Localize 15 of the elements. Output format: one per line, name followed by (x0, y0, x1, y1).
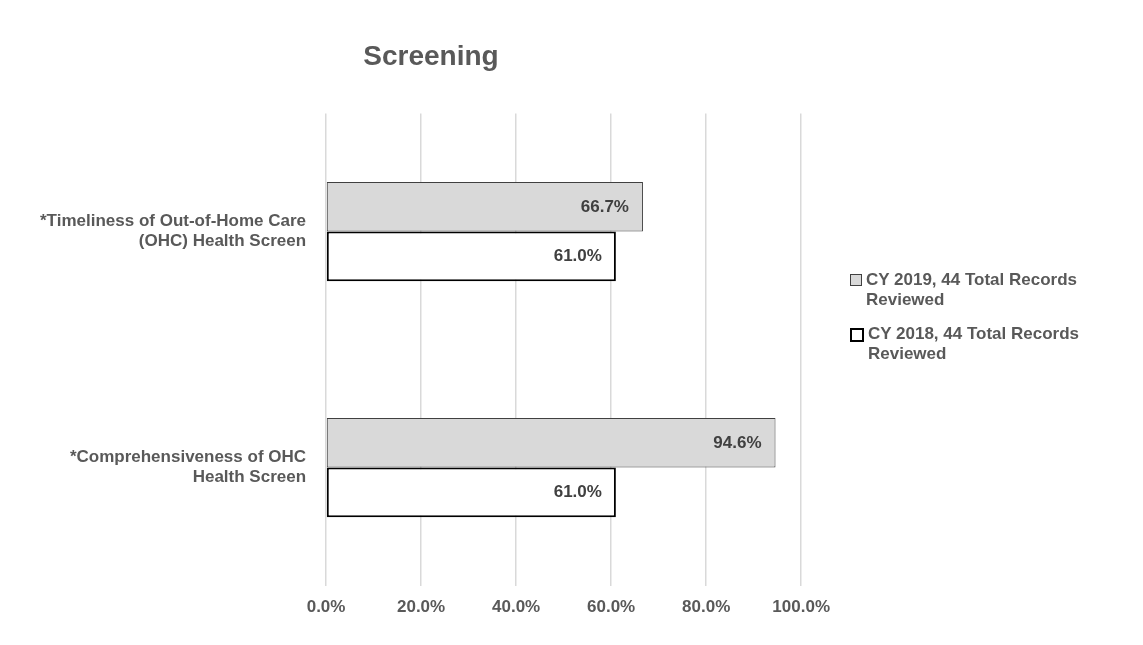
x-tick-label: 100.0% (772, 597, 831, 617)
text: CY 2018, 44 Total Records Reviewed (868, 324, 1081, 364)
y-tick-label: *Comprehensiveness of OHC Health Screen (69, 447, 307, 487)
legend-label: CY 2019, 44 Total Records Reviewed (866, 270, 1079, 310)
x-tick-label: 20.0% (396, 597, 446, 617)
chart-title: Screening (363, 39, 499, 71)
x-tick-label: 60.0% (587, 597, 636, 617)
x-tick-label: 80.0% (682, 597, 731, 617)
data-label: 94.6% (713, 432, 762, 452)
x-tick-label: 40.0% (492, 597, 541, 617)
data-label: 66.7% (580, 196, 629, 216)
data-label: 61.0% (553, 482, 602, 502)
x-tick-label: 0.0% (306, 597, 346, 617)
data-label: 61.0% (553, 246, 602, 266)
y-tick-label: *Timeliness of Out-of-Home Care (OHC) Health Screen (39, 211, 307, 251)
